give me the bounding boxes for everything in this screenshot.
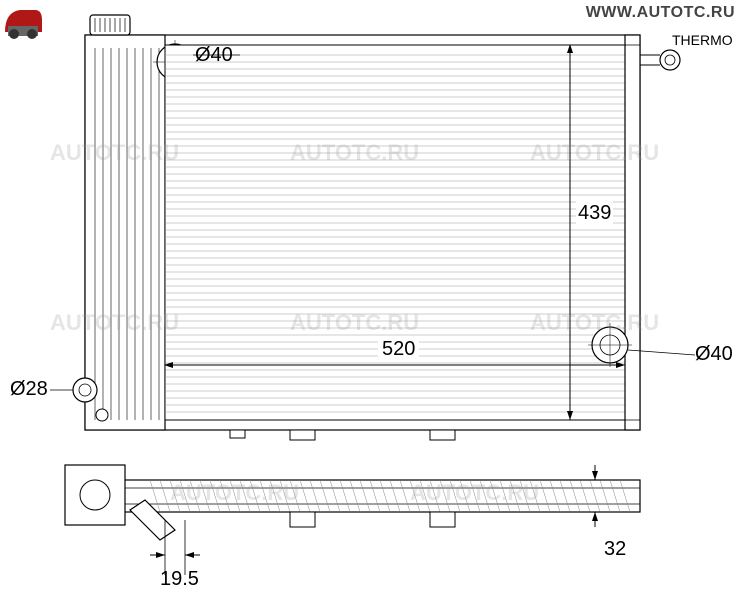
label-439: 439: [576, 200, 613, 227]
label-d28: Ø28: [10, 378, 48, 401]
label-520: 520: [378, 338, 419, 361]
label-195: 19.5: [160, 568, 199, 591]
diagram-canvas: AUTOTC.RU AUTOTC.RU AUTOTC.RU AUTOTC.RU …: [0, 0, 745, 600]
logo-icon: [0, 2, 50, 42]
source-url: WWW.AUTOTC.RU: [586, 4, 735, 22]
label-32: 32: [604, 538, 626, 561]
label-d40-right: Ø40: [695, 343, 733, 366]
label-d40-top: Ø40: [195, 44, 233, 67]
label-thermo: THERMO: [672, 32, 733, 48]
technical-drawing: [0, 0, 745, 600]
